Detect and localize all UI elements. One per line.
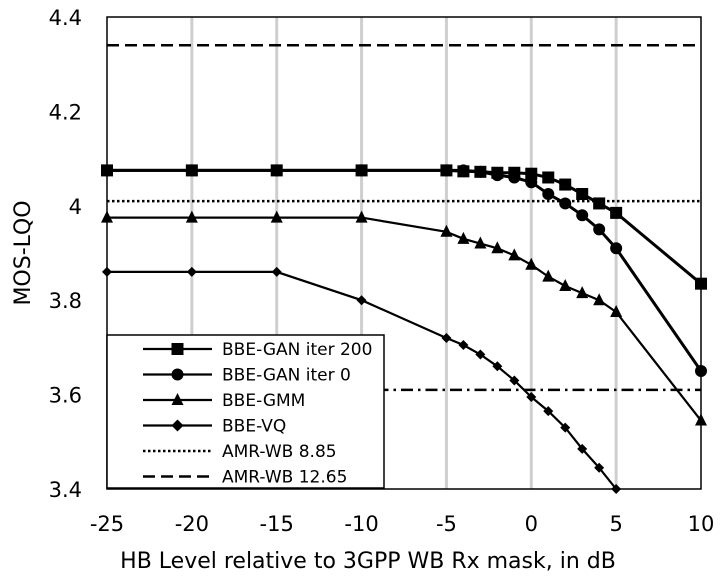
data-point-bbe-gmm-1 bbox=[185, 210, 198, 223]
data-point-bbe-vq-1 bbox=[186, 266, 197, 277]
data-point-bbe-gmm-5 bbox=[457, 231, 470, 244]
y-tick-label-1: 3.6 bbox=[49, 384, 82, 408]
data-point-bbe-vq-7 bbox=[492, 361, 503, 372]
data-point-bbe-gan-iter-0-9 bbox=[525, 176, 538, 189]
legend-label-bbe-gmm: BBE-GMM bbox=[222, 391, 305, 411]
x-tick-label-2: -15 bbox=[260, 512, 294, 536]
data-point-bbe-gan-iter-200-12 bbox=[576, 188, 589, 200]
data-point-bbe-vq-4 bbox=[441, 332, 452, 343]
legend: BBE-GAN iter 200 BBE-GAN iter 0 BBE-GMM BBE… bbox=[106, 334, 385, 489]
data-point-bbe-gan-iter-0-8 bbox=[508, 171, 521, 184]
data-point-bbe-vq-8 bbox=[509, 375, 520, 386]
x-tick-label-1: -20 bbox=[175, 512, 209, 536]
x-tick-label-5: 0 bbox=[525, 512, 538, 536]
series-bbe-gmm bbox=[101, 210, 707, 426]
series-line-bbe-gan-iter-0 bbox=[107, 168, 703, 372]
data-point-bbe-gan-iter-0-12 bbox=[576, 209, 589, 222]
data-point-bbe-gmm-2 bbox=[270, 210, 283, 223]
data-point-bbe-vq-10 bbox=[543, 406, 554, 417]
data-point-bbe-vq-12 bbox=[577, 443, 588, 454]
data-point-bbe-gan-iter-0-4 bbox=[440, 164, 453, 177]
data-point-bbe-gan-iter-0-7 bbox=[491, 169, 504, 182]
data-point-bbe-gmm-6 bbox=[474, 236, 487, 249]
data-point-bbe-gan-iter-200-13 bbox=[593, 197, 606, 210]
data-point-bbe-gmm-10 bbox=[542, 269, 555, 282]
y-axis-label: MOS-LQO bbox=[11, 200, 36, 305]
data-point-bbe-vq-9 bbox=[526, 391, 537, 402]
data-point-bbe-gan-iter-200-11 bbox=[559, 178, 572, 191]
x-tick-label-0: -25 bbox=[90, 512, 124, 536]
series-line-bbe-gan-iter-200 bbox=[107, 168, 702, 285]
legend-marker-bbe-gan-iter-0 bbox=[171, 368, 184, 381]
series-line-bbe-gmm bbox=[107, 216, 702, 422]
data-point-bbe-gan-iter-200-9 bbox=[525, 167, 538, 180]
data-point-bbe-gmm-12 bbox=[576, 286, 589, 299]
y-tick-label-0: 3.4 bbox=[49, 478, 82, 502]
legend-marker-bbe-vq bbox=[171, 419, 184, 432]
x-axis-ticks: -25 -20 -15 -10 -5 0 5 10 bbox=[90, 512, 715, 536]
legend-box bbox=[106, 334, 385, 489]
series-bbe-gan-iter-0 bbox=[101, 164, 707, 377]
data-point-bbe-gan-iter-0-14 bbox=[610, 242, 623, 255]
data-point-bbe-gmm-7 bbox=[491, 241, 504, 254]
x-tick-label-7: 10 bbox=[688, 512, 715, 536]
data-point-bbe-gan-iter-200-14 bbox=[610, 206, 623, 219]
legend-marker-bbe-gan-iter-200 bbox=[171, 343, 184, 355]
data-point-bbe-gan-iter-0-11 bbox=[559, 197, 572, 210]
x-tick-label-4: -5 bbox=[436, 512, 457, 536]
data-point-bbe-vq-13 bbox=[594, 462, 605, 473]
legend-label-bbe-gan-iter-200: BBE-GAN iter 200 bbox=[222, 340, 372, 360]
data-point-bbe-gan-iter-200-10 bbox=[542, 171, 555, 184]
data-point-bbe-gan-iter-0-2 bbox=[270, 164, 283, 177]
data-point-bbe-vq-6 bbox=[475, 349, 486, 360]
data-series bbox=[101, 164, 707, 494]
y-tick-label-2: 3.8 bbox=[49, 289, 82, 313]
legend-label-amr-wb-8-85: AMR-WB 8.85 bbox=[222, 442, 337, 462]
legend-label-bbe-vq: BBE-VQ bbox=[222, 417, 286, 437]
data-point-bbe-gmm-9 bbox=[525, 257, 538, 270]
data-point-bbe-vq-11 bbox=[560, 422, 571, 433]
y-tick-label-5: 4.4 bbox=[49, 6, 82, 30]
data-point-bbe-vq-2 bbox=[271, 266, 282, 277]
data-point-bbe-vq-3 bbox=[356, 295, 367, 306]
legend-label-bbe-gan-iter-0: BBE-GAN iter 0 bbox=[222, 366, 351, 386]
data-point-bbe-gan-iter-0-10 bbox=[542, 188, 555, 200]
data-point-bbe-gmm-3 bbox=[355, 210, 368, 223]
data-point-bbe-gan-iter-0-1 bbox=[185, 164, 198, 177]
data-point-bbe-gan-iter-0-5 bbox=[457, 164, 470, 177]
data-point-bbe-gmm-11 bbox=[559, 279, 572, 292]
legend-entries: BBE-GAN iter 200 BBE-GAN iter 0 BBE-GMM BBE… bbox=[143, 340, 372, 488]
data-point-bbe-gmm-14 bbox=[610, 305, 623, 317]
data-point-bbe-vq-5 bbox=[458, 340, 469, 351]
y-tick-label-4: 4.2 bbox=[49, 100, 82, 124]
y-axis-ticks: 3.4 3.6 3.8 4 4.2 4.4 bbox=[49, 6, 82, 502]
data-point-bbe-gan-iter-0-13 bbox=[593, 223, 606, 236]
data-point-bbe-gan-iter-0-6 bbox=[474, 165, 487, 178]
y-tick-label-3: 4 bbox=[69, 195, 82, 219]
x-tick-label-3: -10 bbox=[344, 512, 378, 536]
data-point-bbe-gmm-13 bbox=[593, 293, 606, 306]
series-bbe-vq bbox=[102, 266, 622, 494]
plot-area-frame bbox=[106, 16, 702, 490]
legend-marker-bbe-gmm bbox=[171, 393, 184, 405]
data-point-bbe-gan-iter-0-3 bbox=[355, 164, 368, 177]
legend-label-amr-wb-12-65: AMR-WB 12.65 bbox=[222, 468, 347, 488]
data-point-bbe-gmm-4 bbox=[440, 224, 453, 237]
data-point-bbe-gmm-8 bbox=[508, 248, 521, 261]
x-axis-label: HB Level relative to 3GPP WB Rx mask, in… bbox=[120, 549, 616, 574]
x-tick-label-6: 5 bbox=[609, 512, 622, 536]
